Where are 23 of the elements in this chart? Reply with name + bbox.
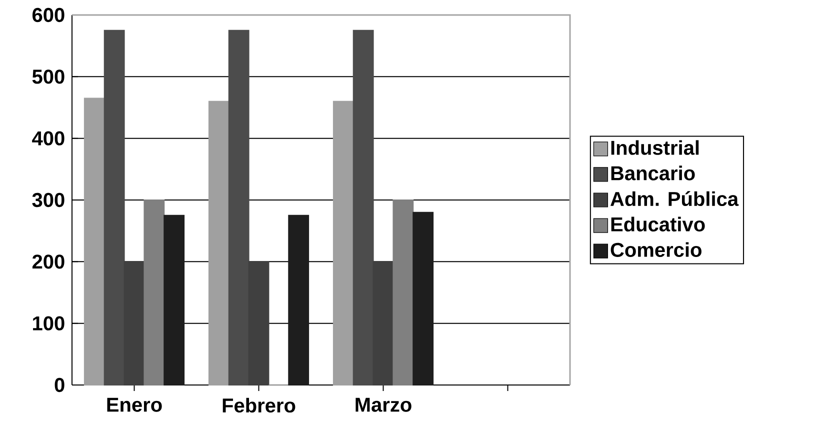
- y-tick-label: 500: [32, 70, 64, 84]
- bar: [208, 100, 230, 386]
- legend-label: Industrial: [611, 140, 699, 155]
- bar: [84, 98, 105, 386]
- y-tick-label: 100: [33, 316, 64, 330]
- legend-label: Comercio: [610, 242, 702, 257]
- y-tick-label: 0: [54, 378, 64, 392]
- bar: [412, 212, 434, 386]
- bar: [164, 214, 185, 386]
- x-tick-label: Enero: [107, 398, 162, 412]
- bar: [332, 100, 354, 386]
- y-tick-label: 600: [32, 8, 64, 22]
- bar: [144, 200, 165, 386]
- y-tick-label: 300: [32, 192, 64, 208]
- x-tick-label: Febrero: [222, 398, 296, 413]
- x-tick-label: Marzo: [356, 398, 412, 412]
- legend-label: Educativo: [611, 216, 705, 232]
- legend-label: Adm. Pública: [610, 191, 739, 206]
- y-tick-label: 400: [32, 131, 64, 146]
- bar: [392, 200, 414, 386]
- bar: [288, 214, 310, 386]
- legend-label: Bancario: [611, 166, 695, 180]
- y-tick-label: 200: [32, 254, 64, 269]
